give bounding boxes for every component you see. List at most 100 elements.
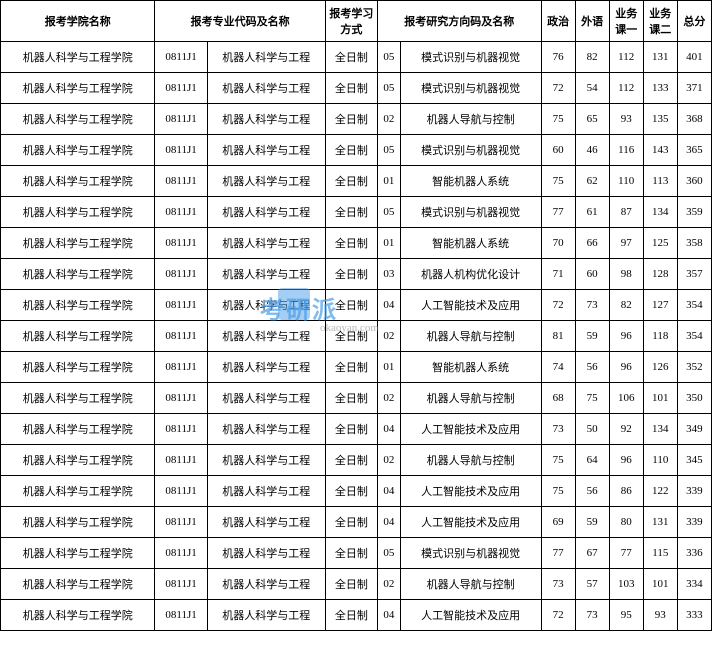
table-row: 机器人科学与工程学院 0811J1 机器人科学与工程 全日制 05 模式识别与机… [1,73,712,104]
cell-total: 339 [677,507,711,538]
cell-subject1: 77 [609,538,643,569]
cell-study-mode: 全日制 [325,445,377,476]
cell-study-mode: 全日制 [325,538,377,569]
cell-total: 336 [677,538,711,569]
cell-subject2: 93 [643,600,677,631]
cell-school: 机器人科学与工程学院 [1,290,155,321]
cell-foreign: 62 [575,166,609,197]
table-row: 机器人科学与工程学院 0811J1 机器人科学与工程 全日制 02 机器人导航与… [1,104,712,135]
cell-direction-code: 05 [378,73,401,104]
cell-subject2: 128 [643,259,677,290]
table-row: 机器人科学与工程学院 0811J1 机器人科学与工程 全日制 01 智能机器人系… [1,166,712,197]
cell-foreign: 60 [575,259,609,290]
cell-total: 339 [677,476,711,507]
cell-subject2: 135 [643,104,677,135]
cell-major-name: 机器人科学与工程 [207,352,325,383]
cell-major-code: 0811J1 [155,383,207,414]
cell-major-code: 0811J1 [155,42,207,73]
table-row: 机器人科学与工程学院 0811J1 机器人科学与工程 全日制 03 机器人机构优… [1,259,712,290]
cell-subject1: 93 [609,104,643,135]
cell-major-name: 机器人科学与工程 [207,259,325,290]
cell-total: 333 [677,600,711,631]
cell-major-code: 0811J1 [155,507,207,538]
cell-direction-name: 机器人导航与控制 [400,104,541,135]
cell-direction-name: 模式识别与机器视觉 [400,73,541,104]
cell-major-code: 0811J1 [155,321,207,352]
cell-school: 机器人科学与工程学院 [1,445,155,476]
cell-study-mode: 全日制 [325,507,377,538]
cell-politics: 75 [541,445,575,476]
cell-subject2: 101 [643,383,677,414]
cell-major-name: 机器人科学与工程 [207,290,325,321]
cell-total: 345 [677,445,711,476]
cell-politics: 74 [541,352,575,383]
cell-study-mode: 全日制 [325,383,377,414]
cell-major-name: 机器人科学与工程 [207,104,325,135]
header-foreign: 外语 [575,1,609,42]
table-row: 机器人科学与工程学院 0811J1 机器人科学与工程 全日制 04 人工智能技术… [1,290,712,321]
cell-foreign: 59 [575,507,609,538]
cell-major-name: 机器人科学与工程 [207,166,325,197]
cell-major-name: 机器人科学与工程 [207,73,325,104]
cell-total: 350 [677,383,711,414]
cell-direction-name: 智能机器人系统 [400,166,541,197]
cell-total: 334 [677,569,711,600]
cell-total: 371 [677,73,711,104]
cell-politics: 75 [541,476,575,507]
cell-subject2: 127 [643,290,677,321]
cell-subject2: 126 [643,352,677,383]
cell-direction-name: 人工智能技术及应用 [400,290,541,321]
cell-subject1: 96 [609,445,643,476]
cell-foreign: 82 [575,42,609,73]
cell-study-mode: 全日制 [325,352,377,383]
cell-subject1: 96 [609,352,643,383]
cell-study-mode: 全日制 [325,569,377,600]
scores-table: 报考学院名称 报考专业代码及名称 报考学习方式 报考研究方向码及名称 政治 外语… [0,0,712,631]
cell-subject1: 87 [609,197,643,228]
cell-total: 359 [677,197,711,228]
header-subject2: 业务课二 [643,1,677,42]
cell-direction-code: 02 [378,569,401,600]
cell-politics: 70 [541,228,575,259]
cell-subject1: 95 [609,600,643,631]
cell-school: 机器人科学与工程学院 [1,569,155,600]
cell-direction-code: 03 [378,259,401,290]
cell-study-mode: 全日制 [325,259,377,290]
cell-major-code: 0811J1 [155,104,207,135]
cell-major-name: 机器人科学与工程 [207,228,325,259]
table-row: 机器人科学与工程学院 0811J1 机器人科学与工程 全日制 02 机器人导航与… [1,445,712,476]
cell-major-code: 0811J1 [155,135,207,166]
table-row: 机器人科学与工程学院 0811J1 机器人科学与工程 全日制 05 模式识别与机… [1,135,712,166]
cell-subject1: 97 [609,228,643,259]
cell-foreign: 50 [575,414,609,445]
table-row: 机器人科学与工程学院 0811J1 机器人科学与工程 全日制 05 模式识别与机… [1,538,712,569]
cell-direction-code: 05 [378,135,401,166]
cell-direction-code: 05 [378,538,401,569]
cell-major-name: 机器人科学与工程 [207,414,325,445]
cell-major-name: 机器人科学与工程 [207,507,325,538]
cell-school: 机器人科学与工程学院 [1,321,155,352]
cell-total: 352 [677,352,711,383]
cell-study-mode: 全日制 [325,73,377,104]
cell-foreign: 46 [575,135,609,166]
cell-total: 358 [677,228,711,259]
table-row: 机器人科学与工程学院 0811J1 机器人科学与工程 全日制 04 人工智能技术… [1,600,712,631]
cell-study-mode: 全日制 [325,290,377,321]
cell-direction-code: 01 [378,228,401,259]
cell-school: 机器人科学与工程学院 [1,352,155,383]
cell-subject2: 134 [643,414,677,445]
cell-subject1: 106 [609,383,643,414]
cell-politics: 77 [541,197,575,228]
cell-politics: 75 [541,104,575,135]
cell-direction-name: 模式识别与机器视觉 [400,42,541,73]
cell-major-code: 0811J1 [155,259,207,290]
cell-foreign: 57 [575,569,609,600]
cell-major-name: 机器人科学与工程 [207,383,325,414]
cell-major-name: 机器人科学与工程 [207,135,325,166]
cell-major-code: 0811J1 [155,166,207,197]
cell-major-name: 机器人科学与工程 [207,476,325,507]
cell-foreign: 54 [575,73,609,104]
header-study-mode: 报考学习方式 [325,1,377,42]
cell-study-mode: 全日制 [325,104,377,135]
cell-foreign: 73 [575,290,609,321]
